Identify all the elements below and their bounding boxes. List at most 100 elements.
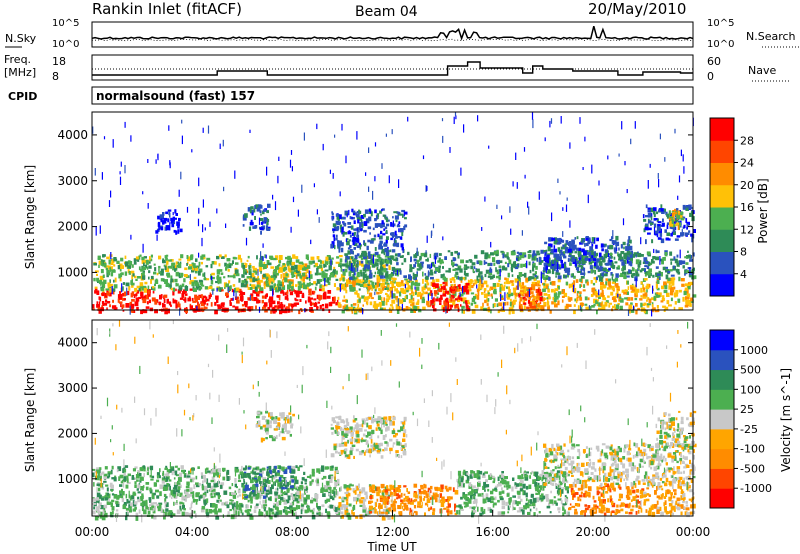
- heatmap-cell: [686, 296, 690, 300]
- heatmap-cell: [614, 261, 618, 264]
- heatmap-cell: [92, 468, 95, 471]
- heatmap-cell: [194, 282, 199, 286]
- heatmap-cell: [610, 291, 614, 296]
- heatmap-cell: [656, 226, 661, 232]
- heatmap-cell: [102, 283, 105, 289]
- heatmap-cell: [353, 247, 356, 250]
- heatmap-cell: [252, 471, 257, 475]
- heatmap-cell: [268, 274, 270, 278]
- heatmap-cell: [269, 508, 273, 511]
- heatmap-cell: [102, 274, 105, 278]
- heatmap-cell: [543, 283, 546, 286]
- heatmap-cell: [247, 499, 250, 503]
- heatmap-cell: [202, 474, 206, 480]
- heatmap-cell: [337, 478, 340, 484]
- heatmap-cell: [688, 300, 692, 305]
- heatmap-cell: [501, 266, 506, 271]
- heatmap-cell: [460, 297, 463, 302]
- heatmap-cell: [398, 306, 401, 311]
- heatmap-cell: [250, 275, 252, 279]
- heatmap-cell: [626, 280, 629, 285]
- heatmap-cell: [335, 237, 338, 241]
- heatmap-cell: [342, 305, 347, 309]
- heatmap-cell: [237, 511, 240, 516]
- heatmap-cell: [396, 225, 401, 228]
- heatmap-cell: [316, 123, 318, 130]
- heatmap-cell: [233, 290, 235, 297]
- heatmap-cell: [463, 277, 467, 280]
- heatmap-cell: [249, 283, 252, 287]
- heatmap-cell: [178, 472, 183, 478]
- heatmap-cell: [595, 244, 598, 249]
- heatmap-cell: [520, 285, 523, 290]
- heatmap-cell: [137, 472, 140, 476]
- heatmap-cell: [614, 277, 619, 282]
- heatmap-cell: [138, 296, 142, 299]
- heatmap-cell: [239, 469, 243, 472]
- heatmap-cell: [345, 264, 350, 268]
- heatmap-cell: [384, 282, 389, 285]
- heatmap-cell: [147, 285, 150, 290]
- heatmap-cell: [407, 280, 411, 283]
- heatmap-cell: [598, 302, 602, 307]
- heatmap-cell: [277, 482, 280, 487]
- heatmap-cell: [177, 224, 180, 229]
- heatmap-cell: [450, 304, 453, 308]
- heatmap-cell: [487, 262, 491, 267]
- heatmap-cell: [214, 261, 217, 265]
- heatmap-cell: [560, 116, 562, 124]
- heatmap-cell: [213, 493, 216, 498]
- heatmap-cell: [294, 498, 299, 502]
- heatmap-cell: [377, 269, 382, 273]
- heatmap-cell: [127, 473, 131, 477]
- heatmap-cell: [684, 256, 688, 259]
- heatmap-cell: [356, 237, 360, 243]
- heatmap-cell: [422, 291, 425, 294]
- heatmap-cell: [348, 271, 352, 277]
- heatmap-cell: [298, 486, 301, 491]
- heatmap-cell: [277, 283, 280, 287]
- heatmap-cell: [617, 265, 620, 268]
- heatmap-cell: [293, 269, 297, 275]
- heatmap-cell: [496, 204, 498, 209]
- heatmap-cell: [490, 262, 493, 267]
- heatmap-cell: [547, 253, 551, 256]
- heatmap-cell: [228, 262, 231, 265]
- heatmap-cell: [607, 287, 611, 290]
- heatmap-cell: [630, 286, 634, 290]
- heatmap-cell: [210, 503, 212, 508]
- heatmap-cell: [236, 501, 239, 506]
- heatmap-cell: [643, 257, 648, 262]
- heatmap-cell: [308, 277, 311, 281]
- heatmap-cell: [590, 258, 593, 262]
- heatmap-cell: [176, 221, 180, 226]
- heatmap-cell: [348, 262, 352, 267]
- heatmap-cell: [352, 274, 355, 277]
- heatmap-cell: [673, 256, 676, 261]
- heatmap-cell: [283, 483, 287, 487]
- heatmap-cell: [149, 256, 151, 261]
- heatmap-cell: [335, 470, 339, 474]
- heatmap-cell: [243, 284, 247, 288]
- heatmap-cell: [440, 261, 444, 264]
- heatmap-cell: [644, 292, 648, 297]
- heatmap-cell: [136, 299, 139, 303]
- heatmap-cell: [551, 301, 554, 305]
- beam-title: Beam 04: [355, 4, 418, 20]
- heatmap-cell: [159, 468, 161, 473]
- heatmap-cell: [204, 471, 208, 474]
- heatmap-cell: [553, 253, 558, 258]
- heatmap-cell: [389, 249, 392, 253]
- heatmap-cell: [98, 475, 102, 478]
- heatmap-cell: [324, 273, 328, 278]
- heatmap-cell: [601, 304, 605, 309]
- heatmap-cell: [314, 301, 317, 305]
- heatmap-cell: [156, 472, 160, 477]
- heatmap-cell: [530, 276, 535, 280]
- heatmap-cell: [506, 256, 509, 260]
- heatmap-cell: [477, 115, 479, 122]
- heatmap-cell: [186, 493, 190, 498]
- heatmap-cell: [255, 503, 259, 506]
- heatmap-cell: [99, 494, 102, 499]
- heatmap-cell: [293, 270, 298, 272]
